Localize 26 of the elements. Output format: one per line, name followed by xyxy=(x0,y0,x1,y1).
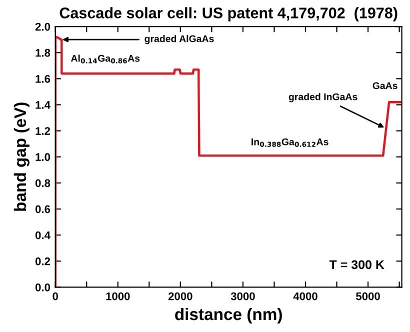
y-axis-title: band gap (eV) xyxy=(14,102,30,211)
y-tick-label: 1.2 xyxy=(36,127,50,135)
y-tick-label: 1.4 xyxy=(36,101,50,109)
y-tick-label: 2.0 xyxy=(35,22,50,31)
y-tick-label: 0.8 xyxy=(35,179,50,188)
y-tick-label: 0.2 xyxy=(35,257,50,266)
annotation: graded AlGaAs xyxy=(144,35,214,44)
y-tick-label: 0.6 xyxy=(35,205,50,214)
y-tick-label: 1.8 xyxy=(36,48,50,57)
x-axis-title: distance (nm) xyxy=(175,308,282,324)
annotation: T = 300 K xyxy=(329,260,384,270)
annotation: Al$_{0.14}$Ga$_{0.86}$As xyxy=(70,54,140,64)
annotation: GaAs xyxy=(372,82,398,90)
x-tick-label: 1000 xyxy=(106,292,130,300)
annotation: In$_{0.388}$Ga$_{0.612}$As xyxy=(252,138,328,147)
x-tick-label: 5000 xyxy=(356,292,380,300)
x-tick-label: 2000 xyxy=(168,292,192,300)
annotation: graded InGaAs xyxy=(288,93,358,102)
chart-title: Cascade solar cell: US patent 4,179,702 (1978) xyxy=(60,7,398,22)
x-tick-label: 4000 xyxy=(293,292,318,300)
y-tick-label: 1.0 xyxy=(36,153,50,162)
x-tick-label: 3000 xyxy=(230,292,255,300)
y-tick-label: 0.4 xyxy=(35,231,50,240)
y-tick-label: 1.6 xyxy=(36,74,50,83)
x-tick-label: 0 xyxy=(52,292,58,300)
y-tick-label: 0.0 xyxy=(35,283,50,292)
